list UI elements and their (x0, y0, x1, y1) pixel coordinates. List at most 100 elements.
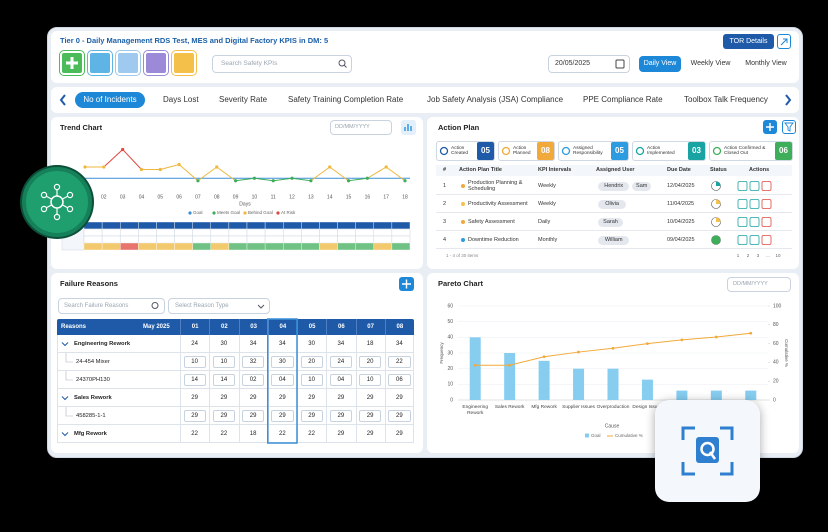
value-input[interactable]: 14 (212, 374, 235, 386)
value-input[interactable]: 20 (300, 356, 323, 368)
value-cell: 29 (337, 431, 345, 437)
value-input[interactable]: 29 (300, 410, 323, 422)
view-button[interactable]: Weekly View (690, 60, 731, 67)
summary-count: 05 (477, 142, 494, 160)
table-header: Due Date (667, 167, 691, 173)
value-input[interactable]: 24 (329, 356, 352, 368)
search-input[interactable]: Search Failure Reasons (58, 298, 165, 314)
cell-divider (238, 335, 268, 353)
kpi-tab[interactable]: PPE Compliance Rate (583, 95, 663, 104)
kpi-icon[interactable] (144, 51, 168, 75)
kpi-tab-bar (51, 87, 799, 113)
value-cell: 22 (191, 431, 198, 437)
value-input[interactable]: 02 (242, 374, 265, 386)
expand-button[interactable] (777, 34, 791, 49)
page-link[interactable]: ... (766, 253, 770, 258)
kpi-tab[interactable]: Days Lost (163, 95, 199, 104)
value-cell: 29 (396, 395, 403, 401)
summary-count: 03 (688, 142, 705, 160)
date-input[interactable]: DD/MM/YYYY (727, 277, 791, 292)
view-button[interactable]: Daily View (639, 56, 681, 72)
value-input[interactable]: 29 (183, 410, 206, 422)
value-input[interactable]: 10 (359, 374, 382, 386)
filter-button[interactable] (782, 120, 796, 134)
kpi-tab[interactable]: Severity Rate (219, 95, 268, 104)
page-link[interactable]: 3 (756, 253, 760, 258)
value-input[interactable]: 29 (329, 410, 352, 422)
action-title: Productivity Assessment (468, 201, 528, 207)
kpi-icon[interactable] (88, 51, 112, 75)
tor-details-button[interactable]: TOR Details (723, 34, 774, 49)
value-cell: 29 (249, 395, 257, 401)
value-cell: 29 (220, 395, 228, 401)
cell-divider (238, 425, 268, 443)
page-title: Tier 0 - Daily Management RDS Test, MES … (60, 36, 329, 45)
graphics-layer (681, 426, 734, 476)
value-cell: 29 (337, 395, 345, 401)
kpi-icon[interactable] (116, 51, 140, 75)
table-header: KPI Intervals (538, 167, 572, 173)
summary-card[interactable] (632, 141, 706, 161)
value-input[interactable]: 14 (183, 374, 206, 386)
value-input[interactable]: 29 (359, 410, 382, 422)
table-row (57, 425, 414, 443)
cell-divider (384, 407, 414, 425)
value-input[interactable]: 04 (329, 374, 352, 386)
kpi-icon[interactable] (60, 51, 84, 75)
kpi-interval: Weekly (538, 183, 556, 189)
cell-divider (238, 407, 268, 425)
kpi-tab[interactable]: Toolbox Talk Frequency (684, 95, 768, 104)
summary-label: Action Implemented (647, 145, 675, 157)
action-title: Production Planning & Scheduling (468, 180, 523, 192)
table-header: Status (710, 167, 727, 173)
value-input[interactable]: 30 (271, 356, 294, 368)
panel-title: Action Plan (438, 123, 480, 132)
value-cell: 18 (249, 431, 257, 437)
date-input[interactable]: 20/05/2025 (548, 55, 630, 73)
reason-name: 24370PH130 (76, 377, 110, 383)
add-button[interactable] (763, 120, 777, 134)
user-chip: Olivia (598, 199, 627, 209)
value-input[interactable]: 06 (388, 374, 411, 386)
select-input[interactable]: Select Reason Type (168, 298, 270, 314)
summary-count: 05 (611, 142, 628, 160)
summary-card[interactable] (709, 141, 793, 161)
cell-divider (238, 371, 268, 389)
value-input[interactable]: 10 (183, 356, 206, 368)
table-row (436, 195, 792, 213)
kpi-tab[interactable]: Job Safety Analysis (JSA) Compliance (427, 95, 564, 104)
value-cell: 34 (279, 341, 286, 347)
value-input[interactable]: 29 (388, 410, 411, 422)
chart-type-button[interactable] (401, 120, 416, 135)
table-header: 06 (326, 319, 355, 335)
graphics-layer (40, 183, 74, 221)
cell-divider (180, 335, 209, 353)
view-button[interactable]: Monthly View (745, 60, 787, 67)
kpi-tab[interactable]: No of Incidents (75, 92, 145, 108)
value-input[interactable]: 32 (242, 356, 265, 368)
value-input[interactable]: 29 (212, 410, 235, 422)
table-row (57, 371, 414, 389)
value-input[interactable]: 04 (271, 374, 294, 386)
value-input[interactable]: 10 (300, 374, 323, 386)
value-input[interactable]: 29 (242, 410, 265, 422)
search-input[interactable]: Search Safety KPIs (212, 55, 352, 73)
page-link[interactable]: 10 (775, 253, 781, 258)
kpi-icon[interactable] (172, 51, 196, 75)
value-cell: 34 (396, 341, 403, 347)
table-row (57, 335, 414, 353)
value-input[interactable]: 10 (212, 356, 235, 368)
reason-name: Sales Rework (74, 395, 112, 401)
badge-node (66, 205, 74, 213)
value-input[interactable]: 22 (388, 356, 411, 368)
date-input[interactable]: DD/MM/YYYY (330, 120, 392, 135)
value-input[interactable]: 20 (359, 356, 382, 368)
page-link[interactable]: 2 (746, 253, 750, 258)
value-input[interactable]: 29 (271, 410, 294, 422)
row-index: 3 (443, 219, 447, 225)
kpi-tab[interactable]: Safety Training Completion Rate (288, 95, 404, 104)
page-link[interactable]: 1 (736, 253, 740, 258)
value-cell: 29 (279, 395, 286, 401)
add-button[interactable] (399, 277, 414, 291)
due-date: 11/04/2025 (667, 201, 695, 207)
